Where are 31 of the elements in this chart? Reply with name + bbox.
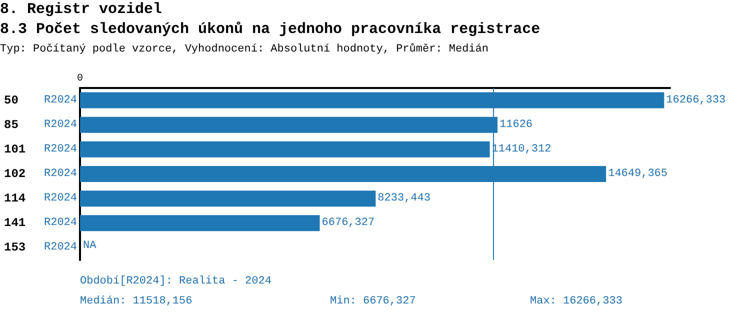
y-tick-label: 153 [4,240,26,255]
bar [80,141,490,158]
y-tick-label: 102 [4,167,26,181]
text: R2024 [44,168,78,180]
text: NA [83,240,96,252]
text: R2024 [44,143,78,156]
text: 0 [76,74,84,84]
chart-subtitle: 8.3 Počet sledovaných úkonů na jednoho pracovníka registrace [0,21,540,38]
bar [80,215,320,232]
text: R2024 [44,192,78,205]
data-label: 14649,365 [608,168,668,180]
text: Max: 16266,333 [530,296,622,308]
text: Období[R2024]: Realita - 2024 [80,276,272,288]
data-label: 6676,327 [322,217,375,230]
y-tick-label: 114 [4,192,26,206]
data-label: 8233,443 [378,192,430,205]
text: R2024 [44,118,78,131]
series-label: R2024 [44,94,78,106]
y-tick-label: 101 [4,142,26,156]
text: Min: 6676,327 [330,296,416,308]
y-tick-label: 85 [4,118,18,132]
text: Typ: Počítaný podle vzorce, Vyhodnocení: Absolutní hodnoty, Průměr: Medián [0,42,488,56]
bar [80,190,376,207]
y-tick-label: 141 [4,216,26,230]
text: Medián: 11518,156 [80,296,192,308]
chart-title: 8. Registr vozidel [0,1,162,18]
text: R2024 [44,217,78,230]
data-label: 16266,333 [666,94,726,106]
data-label: 11626 [500,118,533,131]
text: R2024 [44,242,78,254]
y-tick-label: 50 [4,93,18,108]
